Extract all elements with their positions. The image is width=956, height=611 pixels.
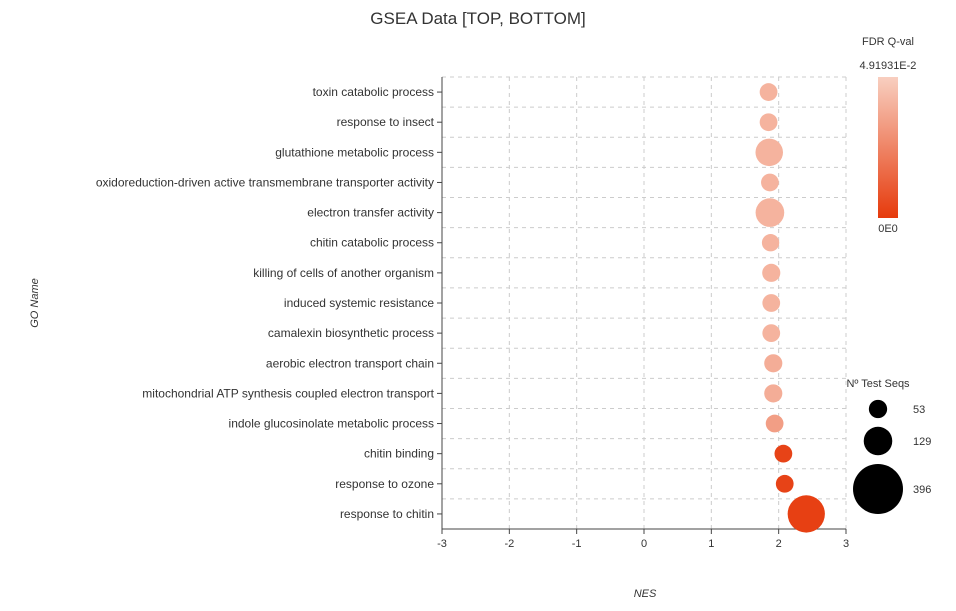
y-tick-label: glutathione metabolic process [275,145,434,159]
y-tick-label: camalexin biosynthetic process [268,326,434,340]
x-tick-label: 1 [708,538,714,550]
data-points [755,83,825,533]
color-legend-min-label: 0E0 [878,223,898,235]
y-tick-label: aerobic electron transport chain [266,356,434,370]
y-tick-label: indole glucosinolate metabolic process [229,417,434,431]
data-point [762,263,781,282]
data-point [759,83,778,101]
y-tick-label: killing of cells of another organism [253,266,434,280]
y-tick-label: response to chitin [340,507,434,521]
color-legend-max-label: 4.91931E-2 [860,60,917,72]
y-tick-label: response to insect [337,115,435,129]
size-legend-label-small: 53 [913,404,925,416]
size-legend-dot-small [868,399,888,419]
data-point [774,444,793,463]
size-legend-label-large: 396 [913,484,931,496]
y-tick-label: induced systemic resistance [284,296,434,310]
data-point [762,324,781,343]
size-legend: Nº Test Seqs 53 129 396 [846,378,931,514]
data-point [765,414,784,433]
x-tick-label: -3 [437,538,447,550]
size-legend-dot-medium [863,426,893,456]
color-legend: FDR Q-val 4.91931E-2 0E0 [860,36,917,235]
size-legend-label-medium: 129 [913,436,931,448]
y-tick-label: mitochondrial ATP synthesis coupled elec… [142,386,434,400]
data-point [759,113,778,132]
data-point [755,138,783,167]
x-tick-label: 2 [776,538,782,550]
chart-title: GSEA Data [TOP, BOTTOM] [370,9,585,28]
size-legend-title: Nº Test Seqs [846,378,910,390]
data-point [755,198,785,227]
y-tick-label: electron transfer activity [307,206,434,220]
data-point [762,294,781,312]
x-tick-labels: -3 -2 -1 0 1 2 3 [437,538,849,550]
data-point [775,474,794,493]
y-tick-labels: toxin catabolic process response to insec… [96,85,435,521]
x-tick-label: -2 [504,538,514,550]
data-point [764,384,783,403]
data-point [761,234,780,252]
y-tick-label: chitin catabolic process [310,236,434,250]
y-tick-label: oxidoreduction-driven active transmembra… [96,175,434,189]
data-point [764,354,783,373]
y-axis-title: GO Name [29,278,41,328]
y-tick-label: chitin binding [364,447,434,461]
x-tick-label: 3 [843,538,849,550]
y-tick-label: toxin catabolic process [313,85,434,99]
color-legend-bar [878,77,898,218]
x-axis-title: NES [634,588,657,600]
data-point [761,173,779,192]
size-legend-dot-large [853,464,903,514]
axes [437,77,847,534]
data-point [787,495,825,533]
x-tick-label: -1 [572,538,582,550]
color-legend-title: FDR Q-val [862,36,914,48]
y-tick-label: response to ozone [335,477,434,491]
x-tick-label: 0 [641,538,647,550]
